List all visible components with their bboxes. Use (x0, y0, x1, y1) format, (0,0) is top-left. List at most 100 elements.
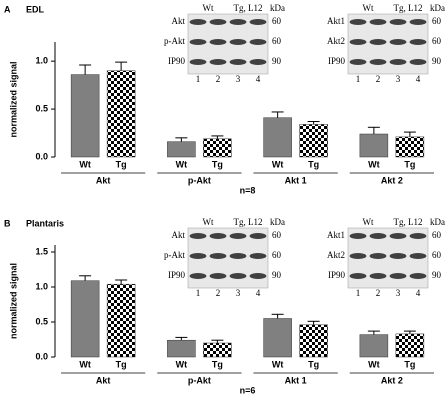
blot-lane: 4 (416, 74, 421, 84)
x-tick-label: p-Akt (188, 375, 211, 385)
panel-letter: A (4, 4, 11, 14)
blot-band (249, 273, 267, 279)
series-label: Tg (212, 159, 223, 169)
blot-band (349, 253, 367, 259)
x-tick-label: Akt 2 (381, 175, 403, 185)
blot-size: 90 (272, 270, 282, 280)
bar (359, 133, 389, 158)
blot-band (389, 233, 407, 239)
y-tick-label: 0.0 (35, 351, 48, 361)
blot-row-label: IP90 (328, 270, 346, 280)
blot-band (369, 253, 387, 259)
blot-band (189, 273, 207, 279)
bar (299, 324, 328, 358)
y-axis-label: normalized signal (8, 61, 18, 137)
blot-band (229, 59, 247, 65)
bar (106, 70, 136, 158)
blot-lane: 1 (356, 288, 361, 298)
y-tick-label: 1.5 (35, 246, 48, 256)
panel-letter: B (4, 218, 11, 228)
blot-band (409, 233, 427, 239)
blot-band (229, 273, 247, 279)
blot-band (189, 39, 207, 45)
blot-band (189, 59, 207, 65)
blot-size: 60 (432, 16, 442, 26)
y-tick-label: 0.5 (35, 103, 48, 113)
blot-unit: kDa (270, 3, 285, 13)
blot-band (409, 19, 427, 25)
blot-band (189, 233, 207, 239)
note: n=6 (240, 385, 256, 395)
blot-band (409, 253, 427, 259)
y-tick-label: 1.0 (35, 281, 48, 291)
blot-band (209, 39, 227, 45)
blot-row-label: IP90 (328, 56, 346, 66)
blot-band (249, 39, 267, 45)
blot-size: 60 (272, 250, 282, 260)
series-label: Tg (116, 359, 127, 369)
x-tick-label: Akt 1 (285, 175, 307, 185)
series-label: Wt (272, 159, 284, 169)
blot-row-label: Akt2 (327, 36, 345, 46)
bar (70, 74, 100, 158)
blot-size: 60 (272, 36, 282, 46)
series-label: Tg (404, 159, 415, 169)
blot-unit: kDa (430, 3, 445, 13)
blot-header: Tg, L12 (234, 217, 263, 227)
blot-band (349, 233, 367, 239)
blot-band (349, 39, 367, 45)
note: n=8 (240, 185, 256, 195)
series-label: Wt (272, 359, 284, 369)
blot-band (409, 59, 427, 65)
blot-band (209, 19, 227, 25)
blot-row-label: p-Akt (164, 250, 185, 260)
blot-header: Wt (363, 217, 374, 227)
blot-band (409, 273, 427, 279)
blot-band (349, 273, 367, 279)
blot-band (189, 253, 207, 259)
blot-band (229, 233, 247, 239)
y-axis-label: normalized signal (8, 263, 18, 339)
blot-row-label: p-Akt (164, 36, 185, 46)
blot-size: 90 (432, 270, 442, 280)
bar (167, 141, 196, 158)
blot-lane: 2 (216, 74, 221, 84)
y-tick-label: 1.0 (35, 56, 48, 66)
blot-band (229, 253, 247, 259)
blot-header: Tg, L12 (394, 217, 423, 227)
blot-lane: 3 (396, 74, 401, 84)
bar (395, 136, 425, 158)
series-label: Wt (368, 359, 380, 369)
blot-size: 60 (432, 230, 442, 240)
blot-size: 60 (432, 250, 442, 260)
blot-band (229, 19, 247, 25)
series-label: Tg (116, 159, 127, 169)
blot-lane: 2 (216, 288, 221, 298)
chart-title: Plantaris (26, 218, 64, 228)
bar (395, 333, 425, 358)
blot-lane: 1 (196, 288, 201, 298)
blot-band (349, 19, 367, 25)
bar (167, 339, 196, 358)
blot-row-label: IP90 (168, 56, 186, 66)
blot-band (369, 59, 387, 65)
blot-band (389, 59, 407, 65)
blot-size: 90 (272, 56, 282, 66)
bar (106, 283, 136, 358)
blot-size: 60 (272, 230, 282, 240)
blot-size: 90 (432, 56, 442, 66)
blot-lane: 3 (236, 74, 241, 84)
blot-band (369, 233, 387, 239)
chart-title: EDL (26, 4, 45, 14)
blot-lane: 3 (236, 288, 241, 298)
y-tick-label: 0.5 (35, 316, 48, 326)
blot-band (249, 59, 267, 65)
blot-band (229, 39, 247, 45)
blot-lane: 4 (416, 288, 421, 298)
blot-band (209, 233, 227, 239)
blot-unit: kDa (270, 217, 285, 227)
blot-size: 60 (432, 36, 442, 46)
blot-header: Wt (203, 217, 214, 227)
blot-row-label: Akt (172, 16, 186, 26)
